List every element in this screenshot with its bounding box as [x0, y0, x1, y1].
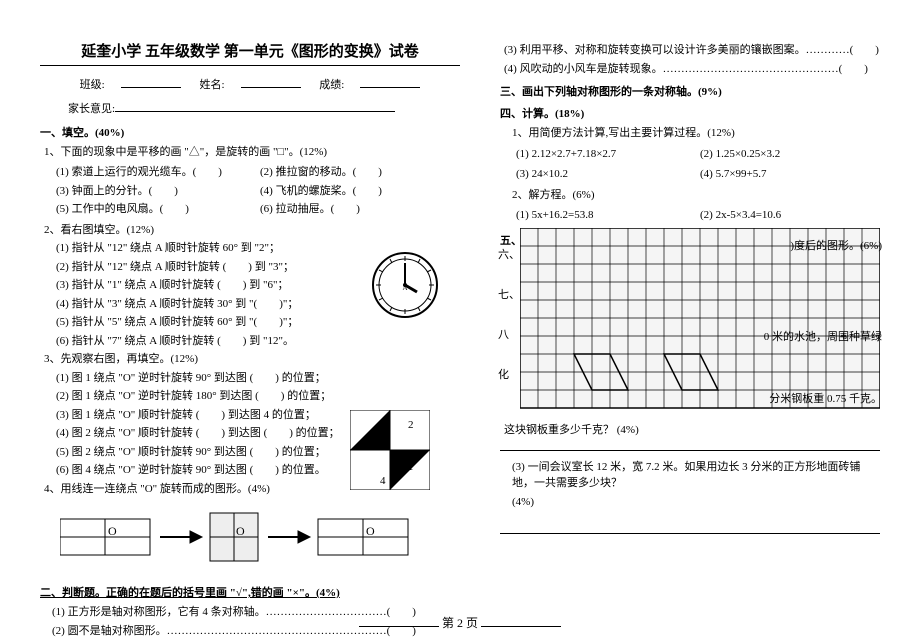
name-label: 姓名: [199, 79, 224, 91]
s4-r1b: (2) 1.25×0.25×3.2 [700, 146, 880, 163]
section-4-heading: 四、计算。(18%) [500, 105, 880, 121]
right-frag-3: 分米钢板重 0.75 千克。 [769, 390, 882, 406]
side-8: 八 [498, 315, 520, 355]
rtop-1: (3) 利用平移、对称和旋转变换可以设计许多美丽的镶嵌图案。…………( ) [504, 42, 880, 59]
q1-3: (3) 钟面上的分针。( ) [56, 183, 256, 200]
class-label: 班级: [80, 79, 105, 91]
page-footer: 第 2 页 [0, 614, 920, 631]
divider [500, 441, 880, 451]
s4-r2a: (3) 24×10.2 [516, 166, 696, 183]
score-label: 成绩: [319, 79, 344, 91]
section-3-heading: 三、画出下列轴对称图形的一条对称轴。(9%) [500, 83, 880, 99]
s5-q3b: (4%) [512, 494, 880, 511]
divider-2 [500, 524, 880, 534]
right-column: (3) 利用平移、对称和旋转变换可以设计许多美丽的镶嵌图案。…………( ) (4… [500, 40, 880, 600]
steel-q: 这块钢板重多少千克？ (4%) [504, 422, 880, 439]
s4-intro2: 2、解方程。(6%) [512, 187, 880, 204]
side-labels: 六、 七、 八 化 [498, 235, 520, 395]
s4-r3a: (1) 5x+16.2=53.8 [516, 207, 696, 224]
svg-text:3: 3 [364, 461, 370, 473]
svg-text:O: O [392, 452, 399, 463]
exam-title: 延奎小学 五年级数学 第一单元《图形的变换》试卷 [40, 40, 460, 66]
q1-5: (5) 工作中的电风扇。( ) [56, 201, 256, 218]
q1-1: (1) 索道上运行的观光缆车。( ) [56, 164, 256, 181]
s5-q3: (3) 一间会议室长 12 米，宽 7.2 米。如果用边长 3 分米的正方形地面… [512, 459, 880, 492]
s4-r3b: (2) 2x-5×3.4=10.6 [700, 207, 880, 224]
q1-intro: 1、下面的现象中是平移的画 "△"，是旋转的画 "□"。(12%) [44, 144, 460, 161]
pinwheel-figure: 2 1 3 4 O [350, 410, 430, 490]
s4-r2b: (4) 5.7×99+5.7 [700, 166, 880, 183]
svg-text:O: O [366, 524, 375, 538]
grid-figure [520, 228, 880, 412]
svg-text:O: O [236, 524, 245, 538]
class-blank [121, 76, 181, 88]
q3-intro: 3、先观察右图，再填空。(12%) [44, 351, 460, 368]
rtop-2: (4) 风吹动的小风车是旋转现象。…………………………………………( ) [504, 61, 880, 78]
side-7: 七、 [498, 275, 520, 315]
left-column: 延奎小学 五年级数学 第一单元《图形的变换》试卷 班级: 姓名: 成绩: 家长意… [40, 40, 460, 600]
side-6: 六、 [498, 235, 520, 275]
score-blank [360, 76, 420, 88]
side-hua: 化 [498, 355, 520, 395]
parent-opinion-row: 家长意见: [68, 100, 460, 118]
q3-2: (2) 图 1 绕点 "O" 逆时针旋转 180° 到达图 ( ) 的位置； [56, 388, 460, 405]
clock-figure: A [370, 250, 440, 320]
right-frag-2: 0 米的水池，周围种草绿 [764, 328, 882, 344]
svg-text:1: 1 [408, 461, 414, 473]
below-grid: 这块钢板重多少千克？ (4%) (3) 一间会议室长 12 米，宽 7.2 米。… [500, 420, 880, 534]
page-number: 第 2 页 [442, 616, 478, 630]
q2-6: (6) 指针从 "7" 绕点 A 顺时针旋转 ( ) 到 "12"。 [56, 333, 460, 350]
s4-r1a: (1) 2.12×2.7+7.18×2.7 [516, 146, 696, 163]
parent-label: 家长意见: [68, 103, 115, 115]
svg-text:O: O [108, 524, 117, 538]
right-frag-1: )度后的图形。(6%) [790, 237, 882, 253]
q1-6: (6) 拉动抽屉。( ) [260, 201, 460, 218]
arrow-figure: O O O [60, 507, 460, 567]
q1-items: (1) 索道上运行的观光缆车。( ) (3) 钟面上的分针。( ) (5) 工作… [52, 162, 460, 220]
q1-2: (2) 推拉窗的移动。( ) [260, 164, 460, 181]
student-info-row: 班级: 姓名: 成绩: [40, 76, 460, 92]
parent-blank [115, 100, 395, 112]
s4-intro: 1、用简便方法计算,写出主要计算过程。(12%) [512, 125, 880, 142]
svg-text:A: A [402, 284, 407, 292]
q3-1: (1) 图 1 绕点 "O" 逆时针旋转 90° 到达图 ( ) 的位置； [56, 370, 460, 387]
name-blank [241, 76, 301, 88]
section-2-heading: 二、判断题。正确的在题后的括号里画 "√",错的画 "×"。(4%) [40, 584, 460, 600]
q2-intro: 2、看右图填空。(12%) [44, 222, 460, 239]
svg-text:2: 2 [408, 419, 414, 431]
q1-4: (4) 飞机的螺旋桨。( ) [260, 183, 460, 200]
section-1-heading: 一、填空。(40%) [40, 124, 460, 140]
svg-text:4: 4 [380, 475, 386, 487]
